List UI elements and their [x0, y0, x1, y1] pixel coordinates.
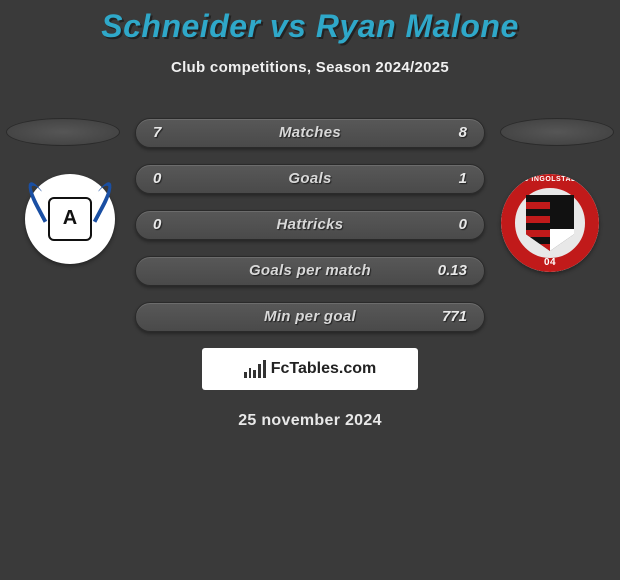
stat-right-value: 1 [459, 165, 467, 193]
stat-rows: 7 Matches 8 0 Goals 1 0 Hattricks 0 Goal… [135, 118, 485, 332]
crest-ingolstadt: FC INGOLSTADT 04 [501, 174, 599, 272]
stat-label: Goals [136, 165, 484, 193]
stat-label: Matches [136, 119, 484, 147]
date-label: 25 november 2024 [0, 412, 620, 430]
stat-row: 0 Hattricks 0 [135, 210, 485, 240]
stat-row: Goals per match 0.13 [135, 256, 485, 286]
team-crest-right: FC INGOLSTADT 04 [500, 174, 600, 264]
crest-text-bot: 04 [501, 257, 599, 268]
comparison-panel: FC INGOLSTADT 04 7 Matches 8 0 Goals 1 0… [0, 118, 620, 430]
stat-row: 7 Matches 8 [135, 118, 485, 148]
player-slot-right [500, 118, 614, 146]
page-title: Schneider vs Ryan Malone [0, 0, 620, 45]
team-crest-left [20, 174, 120, 264]
stat-label: Goals per match [136, 257, 484, 285]
player-slot-left [6, 118, 120, 146]
bar-chart-icon [244, 360, 266, 378]
stat-row: 0 Goals 1 [135, 164, 485, 194]
brand-text: FcTables.com [271, 360, 377, 378]
crest-arminia [25, 174, 115, 264]
stat-row: Min per goal 771 [135, 302, 485, 332]
stat-right-value: 0.13 [438, 257, 467, 285]
stat-label: Hattricks [136, 211, 484, 239]
stat-right-value: 771 [442, 303, 467, 331]
brand-badge[interactable]: FcTables.com [202, 348, 418, 390]
stat-right-value: 8 [459, 119, 467, 147]
crest-letter [48, 197, 92, 241]
stat-right-value: 0 [459, 211, 467, 239]
stat-label: Min per goal [136, 303, 484, 331]
subtitle: Club competitions, Season 2024/2025 [0, 59, 620, 76]
